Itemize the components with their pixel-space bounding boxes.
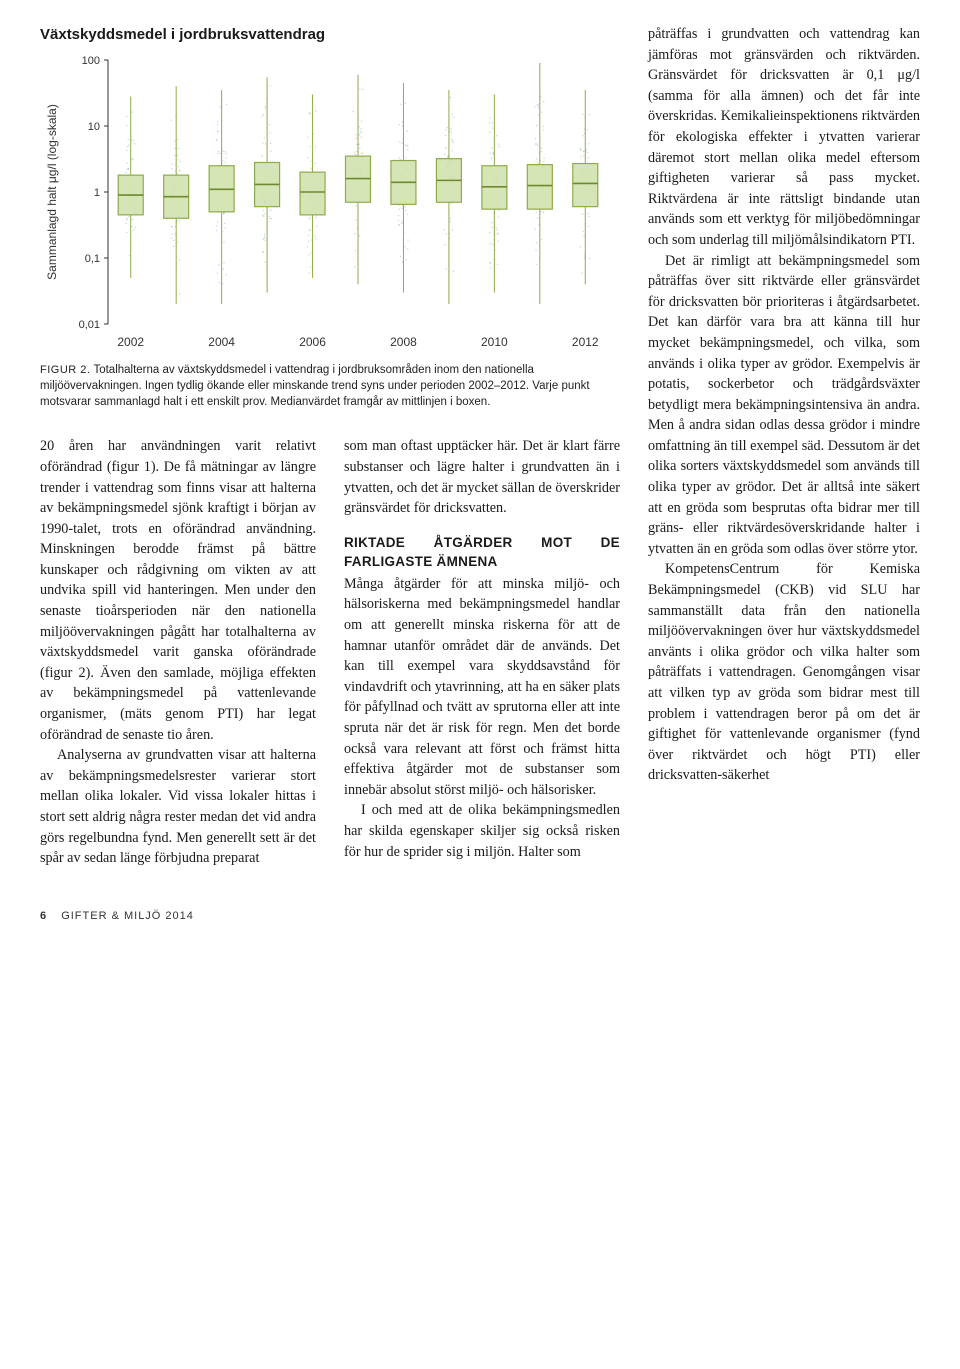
body-paragraph: I och med att de olika bekämpningsmedlen… <box>344 800 620 862</box>
page-footer: 6 GIFTER & MILJÖ 2014 <box>40 909 920 925</box>
body-paragraph: Det är rimligt att bekämpningsmedel som … <box>648 251 920 560</box>
section-heading: RIKTADE ÅTGÄRDER MOT DE FARLIGASTE ÄMNEN… <box>344 533 620 572</box>
body-column-3: påträffas i grundvatten och vattendrag k… <box>648 24 920 786</box>
svg-text:2012: 2012 <box>572 335 599 349</box>
figure-caption: FIGUR 2. Totalhalterna av växtskyddsmede… <box>40 362 620 411</box>
svg-text:Sammanlagd halt μg/l (log-skal: Sammanlagd halt μg/l (log-skala) <box>45 104 59 280</box>
svg-text:0,01: 0,01 <box>79 319 100 331</box>
body-paragraph: påträffas i grundvatten och vattendrag k… <box>648 24 920 251</box>
svg-text:10: 10 <box>88 121 100 133</box>
two-column-body: 20 åren har användningen varit relativt … <box>40 436 620 868</box>
body-column-1: 20 åren har användningen varit relativt … <box>40 436 316 868</box>
body-paragraph: Analyserna av grundvatten visar att halt… <box>40 745 316 869</box>
chart-title: Växtskyddsmedel i jordbruksvattendrag <box>40 24 620 46</box>
body-paragraph: 20 åren har användningen varit relativt … <box>40 436 316 745</box>
svg-text:2002: 2002 <box>117 335 144 349</box>
body-paragraph: Många åtgärder för att minska miljö- och… <box>344 574 620 801</box>
svg-text:2008: 2008 <box>390 335 417 349</box>
svg-text:2006: 2006 <box>299 335 326 349</box>
body-column-2: som man oftast upptäcker här. Det är kla… <box>344 436 620 868</box>
body-paragraph: KompetensCentrum för Kemiska Bekämpnings… <box>648 559 920 786</box>
svg-text:2004: 2004 <box>208 335 235 349</box>
journal-name: GIFTER & MILJÖ 2014 <box>61 910 194 922</box>
svg-text:0,1: 0,1 <box>85 253 100 265</box>
figure-caption-text: Totalhalterna av växtskyddsmedel i vatte… <box>40 364 590 408</box>
boxplot-chart: 0,01 0,1 1 10 100 Sammanlagd halt μg/l (log-s… <box>40 52 620 352</box>
svg-text:1: 1 <box>94 187 100 199</box>
figure-label: FIGUR 2. <box>40 364 90 376</box>
page-layout: Växtskyddsmedel i jordbruksvattendrag 0,… <box>40 24 920 869</box>
svg-text:2010: 2010 <box>481 335 508 349</box>
page-number: 6 <box>40 910 47 922</box>
svg-text:100: 100 <box>82 55 100 67</box>
right-column: påträffas i grundvatten och vattendrag k… <box>648 24 920 869</box>
left-block: Växtskyddsmedel i jordbruksvattendrag 0,… <box>40 24 620 869</box>
body-paragraph: som man oftast upptäcker här. Det är kla… <box>344 436 620 518</box>
